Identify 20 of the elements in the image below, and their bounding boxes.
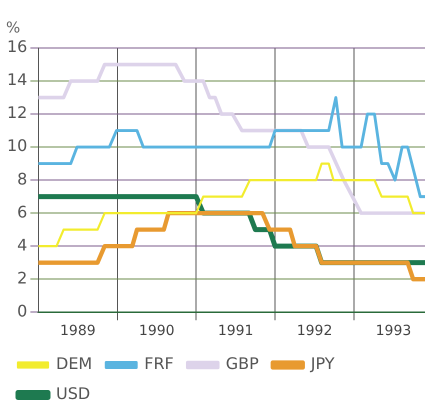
x-tick-label: 1990 <box>138 323 175 340</box>
x-tick-label: 1991 <box>218 323 254 340</box>
legend-label: JPY <box>310 354 335 374</box>
legend-label: FRF <box>144 354 174 374</box>
y-tick-label: 6 <box>17 202 28 222</box>
x-tick-label: 1989 <box>60 323 96 340</box>
y-tick-label: 10 <box>7 136 28 156</box>
y-tick-label: 4 <box>17 235 28 254</box>
y-tick-label: 2 <box>17 268 28 288</box>
y-tick-label: 0 <box>17 301 28 320</box>
legend-label: DEM <box>56 354 92 374</box>
legend-label: USD <box>56 384 90 404</box>
legend-label: GBP <box>226 354 260 374</box>
y-axis-title: % <box>6 18 20 36</box>
y-tick-label: 14 <box>7 70 28 90</box>
x-tick-label: 1993 <box>376 323 412 340</box>
x-tick-label: 1992 <box>296 323 332 340</box>
y-tick-label: 16 <box>7 37 28 56</box>
y-tick-label: 8 <box>17 169 28 188</box>
y-tick-label: 12 <box>7 103 28 122</box>
